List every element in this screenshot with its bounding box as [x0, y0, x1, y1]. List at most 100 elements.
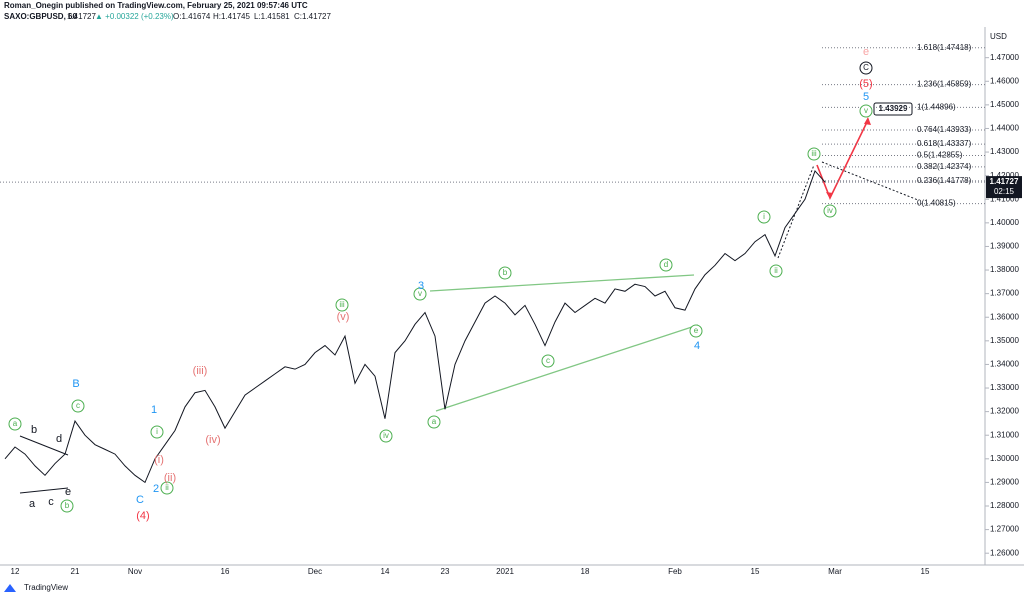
wave-label: 5 — [863, 91, 869, 103]
wave-label: i — [156, 427, 158, 436]
logo — [4, 584, 16, 592]
wave-circle — [160, 481, 174, 495]
wave-label: iii — [339, 300, 345, 309]
y-tick-label: 1.34000 — [990, 360, 1019, 369]
x-tick-label: 15 — [751, 567, 760, 576]
wave-label: b — [31, 424, 37, 436]
y-tick-label: 1.33000 — [990, 383, 1019, 392]
y-tick-label: 1.47000 — [990, 53, 1019, 62]
y-tick-label: 1.43000 — [990, 147, 1019, 156]
change: ▲ +0.00322 (+0.23%) — [95, 12, 174, 21]
author-line: Roman_Onegin published on TradingView.co… — [4, 1, 308, 10]
wave-circle — [757, 210, 771, 224]
wave-circle — [659, 258, 673, 272]
wave-circle — [335, 298, 349, 312]
wave-circle — [769, 264, 783, 278]
fib-label: 0.382(1.42374) — [917, 162, 972, 171]
wave-label: iv — [383, 431, 389, 440]
price-line — [4, 169, 826, 484]
wave-circle — [150, 425, 164, 439]
open: O:1.41674 — [173, 12, 211, 21]
countdown: 02:15 — [994, 187, 1015, 196]
fib-label: 1(1.44896) — [917, 102, 956, 111]
wave-label: v — [864, 106, 868, 115]
y-tick-label: 1.26000 — [990, 548, 1019, 557]
last-price-tag — [986, 176, 1022, 199]
wave-circle — [60, 499, 74, 513]
last-price-label: 1.41727 — [990, 177, 1019, 186]
y-tick-label: 1.39000 — [990, 242, 1019, 251]
wave-line — [821, 161, 919, 201]
wave-circle — [413, 287, 427, 301]
currency: USD — [990, 32, 1007, 41]
y-tick-label: 1.31000 — [990, 430, 1019, 439]
wave-label: B — [72, 378, 79, 390]
x-tick-label: Dec — [308, 567, 322, 576]
wave-label: v — [418, 289, 422, 298]
y-tick-label: 1.35000 — [990, 336, 1019, 345]
wave-label: C — [863, 63, 869, 72]
wave-label: d — [664, 260, 668, 269]
wave-label: a — [29, 498, 36, 510]
wave-label: a — [13, 419, 18, 428]
x-tick-label: 2021 — [496, 567, 514, 576]
x-tick-label: 23 — [441, 567, 450, 576]
y-tick-label: 1.30000 — [990, 454, 1019, 463]
trendline — [19, 487, 69, 494]
wave-label: (ii) — [164, 472, 176, 484]
wave-label: c — [546, 356, 550, 365]
target-label: 1.43929 — [879, 104, 908, 113]
y-tick-label: 1.32000 — [990, 407, 1019, 416]
x-tick-label: 21 — [71, 567, 80, 576]
wave-label: (iv) — [205, 434, 220, 446]
price: 1.41727 — [67, 12, 96, 21]
wave-label: a — [432, 417, 437, 426]
wave-label: i — [763, 212, 765, 221]
y-tick-label: 1.28000 — [990, 501, 1019, 510]
wave-label: e — [65, 486, 71, 498]
wave-label: e — [863, 46, 869, 58]
y-tick-label: 1.29000 — [990, 478, 1019, 487]
wave-label: e — [694, 326, 699, 335]
wave-circle — [859, 104, 873, 118]
x-tick-label: Feb — [668, 567, 682, 576]
symbol: SAXO:GBPUSD, 60 — [4, 12, 77, 21]
y-tick-label: 1.45000 — [990, 100, 1019, 109]
wave-label: ii — [774, 266, 778, 275]
wave-label: 1 — [151, 404, 157, 416]
wave-label: b — [65, 501, 70, 510]
x-tick-label: 18 — [581, 567, 590, 576]
wave-label: ii — [165, 483, 169, 492]
wave-label: (v) — [337, 311, 350, 323]
wave-label: c — [76, 401, 80, 410]
wave-circle — [427, 415, 441, 429]
wave-label: (i) — [154, 454, 164, 466]
wave-label: d — [56, 433, 62, 445]
wave-circle — [859, 61, 873, 75]
trendline — [429, 274, 695, 292]
wave-label: iii — [811, 149, 817, 158]
wave-label: c — [48, 496, 54, 508]
wave-label: 3 — [418, 280, 424, 292]
wave-label: C — [136, 494, 144, 506]
footer: TradingView — [24, 583, 68, 592]
wave-circle — [498, 266, 512, 280]
wave-circle — [807, 147, 821, 161]
y-tick-label: 1.46000 — [990, 76, 1019, 85]
fib-label: 0.618(1.43337) — [917, 139, 972, 148]
wave-circle — [8, 417, 22, 431]
wave-circle — [689, 324, 703, 338]
fib-label: 0.5(1.42855) — [917, 151, 963, 160]
wave-circle — [823, 204, 837, 218]
wave-label: b — [503, 268, 508, 277]
fib-label: 1.618(1.47418) — [917, 43, 972, 52]
fib-label: 0.236(1.41778) — [917, 176, 972, 185]
high: H:1.41745 — [213, 12, 250, 21]
fib-label: 0.764(1.43933) — [917, 125, 972, 134]
wave-label: (5) — [859, 78, 872, 90]
x-tick-label: 15 — [921, 567, 930, 576]
x-tick-label: 12 — [11, 567, 20, 576]
y-tick-label: 1.36000 — [990, 312, 1019, 321]
y-tick-label: 1.44000 — [990, 124, 1019, 133]
wave-label: 4 — [694, 340, 700, 352]
